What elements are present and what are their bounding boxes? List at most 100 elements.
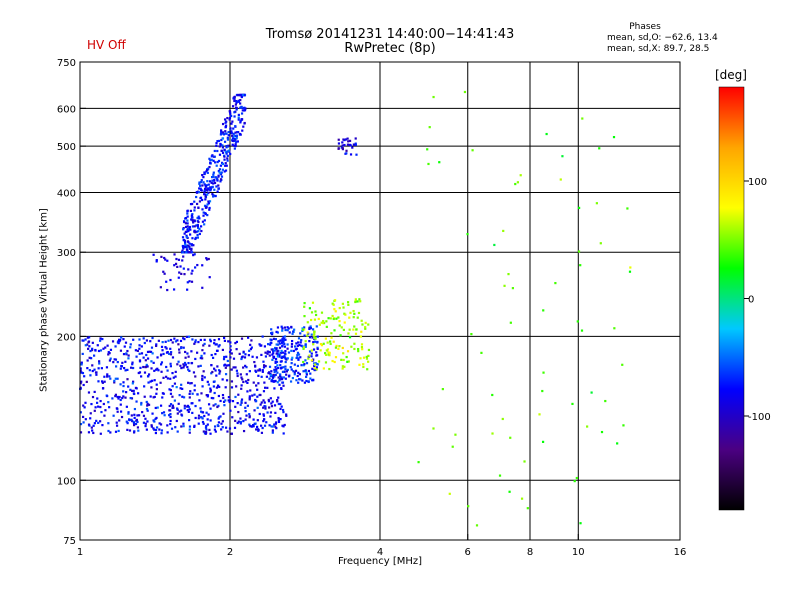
data-point — [159, 363, 163, 366]
data-point — [193, 200, 196, 203]
data-point — [182, 366, 185, 369]
data-point — [600, 430, 604, 434]
data-point — [129, 346, 132, 349]
data-point — [201, 286, 204, 289]
data-point — [200, 354, 203, 358]
data-point — [310, 349, 313, 352]
data-point — [327, 351, 330, 354]
data-point — [93, 368, 96, 371]
data-point — [273, 404, 277, 407]
data-point — [241, 355, 244, 358]
data-point — [261, 370, 264, 373]
data-point — [271, 429, 274, 432]
data-point — [183, 232, 186, 235]
data-point — [190, 272, 193, 275]
data-point — [252, 423, 255, 427]
data-point — [187, 405, 191, 409]
data-point — [244, 410, 247, 413]
x-tick-label: 16 — [674, 547, 687, 558]
data-point — [175, 257, 178, 261]
data-point — [262, 413, 265, 416]
data-point — [246, 404, 249, 407]
data-point — [183, 404, 186, 407]
data-point — [234, 395, 237, 399]
data-point — [274, 422, 277, 425]
data-point — [236, 402, 239, 405]
data-point — [84, 338, 87, 341]
data-point — [247, 336, 250, 339]
data-point — [281, 424, 284, 427]
phases-x-stats: mean, sd,X: 89.7, 28.5 — [607, 44, 710, 54]
data-point — [129, 366, 133, 369]
data-point — [309, 327, 312, 330]
data-point — [186, 249, 189, 253]
data-point — [92, 431, 95, 435]
data-point — [203, 352, 206, 355]
data-point — [359, 300, 362, 303]
data-point — [272, 352, 275, 355]
data-point — [304, 340, 307, 343]
data-point — [263, 345, 267, 348]
data-point — [232, 366, 235, 369]
data-point — [541, 389, 544, 393]
data-point — [180, 413, 183, 416]
data-point — [83, 375, 86, 378]
data-point — [249, 425, 252, 428]
data-point — [176, 408, 179, 411]
data-point — [332, 317, 335, 321]
data-point — [220, 138, 223, 142]
data-point — [346, 301, 350, 304]
data-point — [480, 351, 483, 354]
data-point — [258, 343, 261, 346]
data-point — [235, 100, 238, 103]
data-point — [346, 360, 349, 363]
data-point — [281, 329, 284, 332]
data-point — [303, 315, 306, 318]
data-point — [124, 341, 128, 344]
data-point — [112, 361, 115, 364]
data-point — [222, 400, 226, 403]
data-point — [122, 381, 125, 384]
data-point — [355, 153, 358, 156]
data-point — [229, 127, 232, 130]
data-point — [101, 424, 104, 427]
data-point — [301, 328, 305, 331]
data-point — [155, 388, 158, 391]
data-point — [205, 205, 208, 208]
data-point — [242, 107, 245, 110]
data-point — [193, 225, 196, 228]
data-point — [427, 162, 430, 166]
data-point — [97, 349, 101, 353]
data-point — [277, 402, 280, 406]
data-point — [174, 370, 177, 373]
data-point — [577, 250, 581, 253]
data-point — [275, 352, 278, 355]
data-point — [516, 181, 519, 184]
data-point — [296, 351, 300, 354]
data-point — [183, 364, 186, 367]
data-point — [262, 419, 265, 423]
data-point — [274, 338, 277, 341]
data-point — [264, 405, 267, 408]
data-point — [240, 387, 243, 390]
data-point — [240, 105, 243, 109]
data-point — [432, 427, 435, 430]
data-point — [233, 115, 236, 118]
data-point — [273, 370, 276, 374]
data-point — [509, 321, 512, 324]
data-point — [163, 256, 166, 260]
data-point — [313, 363, 317, 366]
data-point — [90, 402, 93, 406]
data-point — [282, 410, 285, 414]
data-point — [140, 401, 143, 405]
hv-status: HV Off — [87, 38, 126, 52]
data-point — [210, 181, 213, 184]
data-point — [364, 321, 367, 324]
data-point — [595, 202, 598, 205]
data-point — [280, 341, 284, 344]
data-point — [267, 400, 271, 403]
data-point — [183, 220, 186, 224]
data-point — [198, 182, 201, 185]
data-point — [276, 352, 280, 355]
data-point — [300, 364, 303, 367]
